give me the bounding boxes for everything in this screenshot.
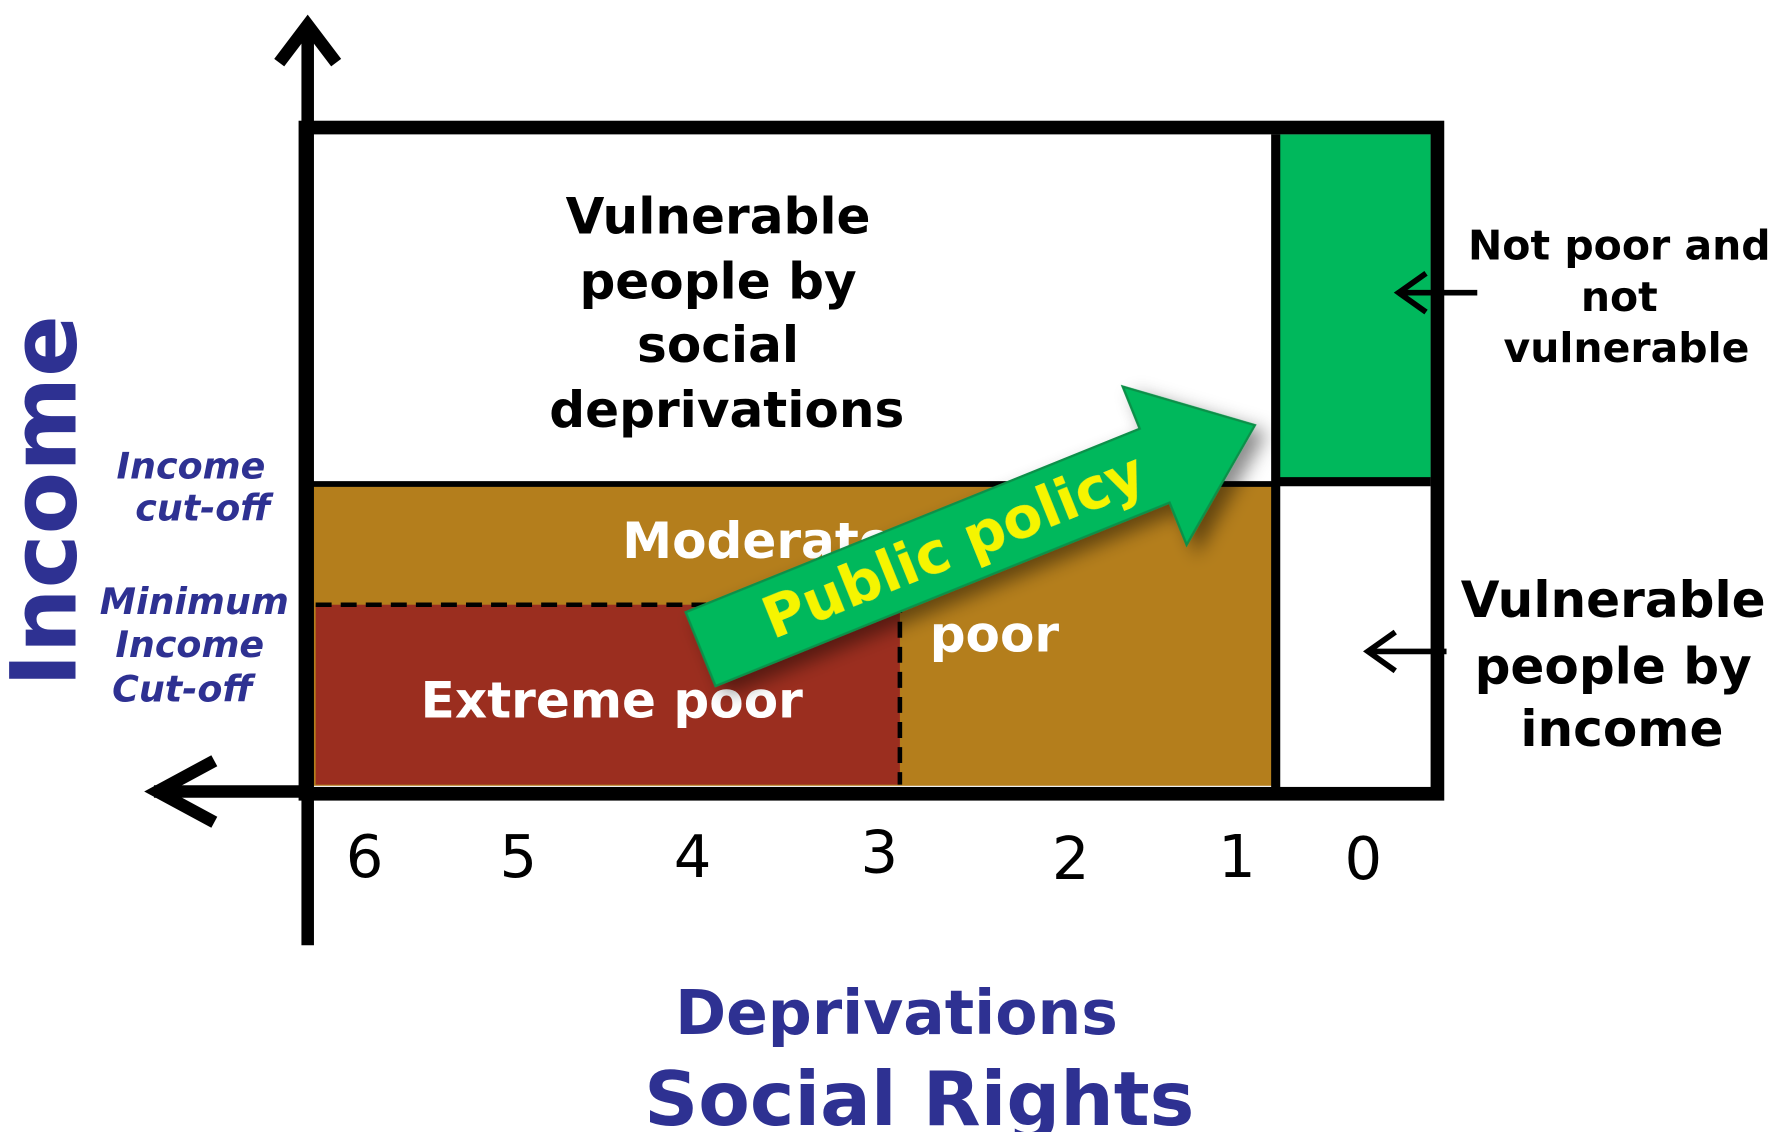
x-tick-label: 4 bbox=[674, 822, 712, 891]
x-axis-arrowhead bbox=[144, 755, 218, 828]
y-axis-label: Income bbox=[0, 315, 97, 687]
x-ticks: 6 5 4 3 2 1 0 bbox=[346, 817, 1382, 893]
x-axis-label: Social Rights bbox=[644, 1055, 1194, 1132]
x-tick-label: 2 bbox=[1052, 824, 1090, 893]
arrow-shape bbox=[684, 384, 1257, 688]
pointer-arrow bbox=[1363, 629, 1397, 674]
y-axis-arrowhead bbox=[274, 14, 342, 67]
x-axis-label: Deprivations bbox=[675, 977, 1118, 1049]
region-label: Extreme poor bbox=[421, 670, 803, 729]
cutoff-label: Minimum Income Cut-off bbox=[100, 580, 302, 711]
pointer-arrow bbox=[1393, 270, 1428, 315]
x-tick-label: 6 bbox=[346, 822, 384, 891]
region-label: poor bbox=[930, 604, 1060, 663]
side-label: Vulnerable people by income bbox=[1461, 570, 1777, 758]
region-label: Vulnerable people by social deprivations bbox=[549, 186, 904, 439]
x-tick-label: 5 bbox=[500, 822, 538, 891]
vulnerable-social-region bbox=[313, 134, 1273, 485]
x-tick-label: 1 bbox=[1218, 822, 1256, 891]
x-tick-label: 3 bbox=[861, 817, 899, 886]
x-tick-label: 0 bbox=[1345, 824, 1383, 893]
side-label: Not poor and not vulnerable bbox=[1468, 222, 1777, 372]
not-poor-region bbox=[1275, 134, 1431, 479]
cutoff-label: Income cut-off bbox=[116, 444, 278, 529]
